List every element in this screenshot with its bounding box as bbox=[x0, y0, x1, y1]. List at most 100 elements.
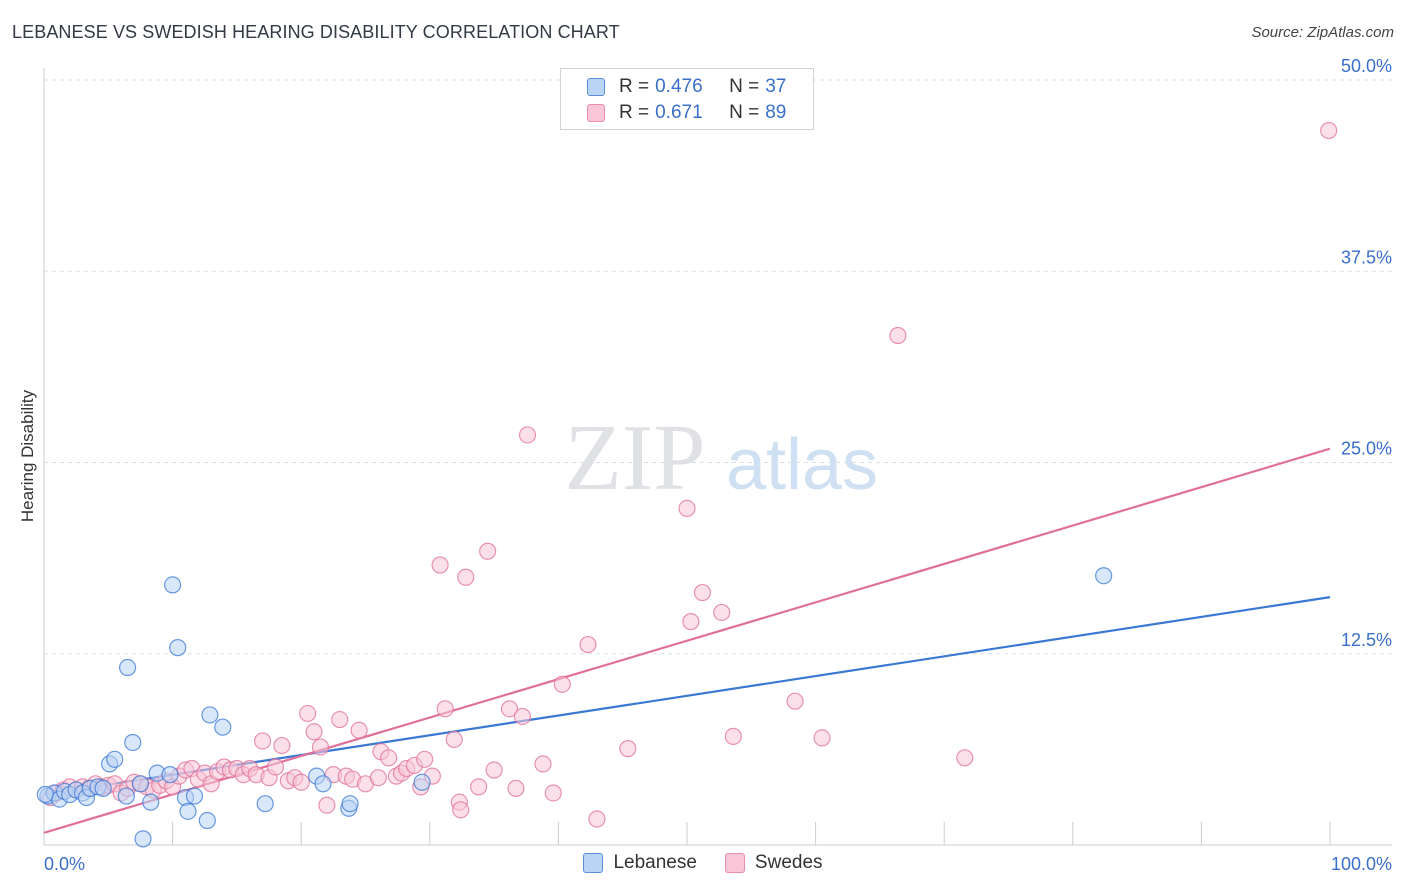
grid-lines bbox=[44, 79, 1392, 655]
data-point-swedes bbox=[682, 613, 700, 631]
data-point-swedes bbox=[305, 723, 323, 741]
data-point-lebanese bbox=[131, 775, 150, 793]
y-tick-label: 37.5% bbox=[1341, 247, 1392, 267]
data-point-swedes bbox=[266, 758, 285, 776]
data-point-swedes bbox=[273, 736, 291, 755]
data-point-swedes bbox=[311, 738, 330, 756]
data-point-swedes bbox=[553, 675, 571, 693]
data-point-swedes bbox=[786, 692, 804, 710]
data-point-swedes bbox=[452, 801, 470, 819]
data-point-swedes bbox=[470, 778, 488, 796]
data-point-swedes bbox=[369, 769, 387, 787]
data-point-swedes bbox=[254, 732, 272, 750]
n-value: 89 bbox=[765, 102, 787, 123]
data-point-swedes bbox=[457, 568, 475, 586]
r-label: R = bbox=[619, 76, 650, 97]
data-point-swedes bbox=[436, 700, 454, 718]
data-point-lebanese bbox=[36, 785, 54, 804]
data-point-swedes bbox=[299, 704, 317, 723]
data-point-lebanese bbox=[164, 576, 182, 594]
data-point-swedes bbox=[380, 749, 398, 767]
data-point-swedes bbox=[1320, 121, 1338, 140]
data-point-lebanese bbox=[413, 773, 431, 791]
legend-swatch-pink bbox=[587, 104, 605, 122]
y-axis-label: Hearing Disability bbox=[18, 389, 37, 522]
data-point-lebanese bbox=[341, 795, 359, 813]
stats-legend-row-swedes: R = 0.671 N = 89 bbox=[587, 101, 786, 125]
watermark: ZIP atlas bbox=[565, 406, 879, 510]
r-value: 0.671 bbox=[655, 102, 703, 123]
data-point-swedes bbox=[318, 796, 336, 814]
tick-labels: 12.5% 25.0% 37.5% 50.0% 0.0% 100.0% bbox=[44, 56, 1392, 874]
data-point-swedes bbox=[507, 779, 525, 797]
data-point-lebanese bbox=[214, 718, 232, 736]
series-legend: Lebanese Swedes bbox=[0, 852, 1406, 874]
data-point-swedes bbox=[431, 556, 449, 574]
legend-swatch-blue bbox=[583, 853, 604, 873]
r-value: 0.476 bbox=[655, 76, 703, 97]
data-point-lebanese bbox=[169, 639, 187, 657]
n-label: N = bbox=[729, 102, 760, 123]
r-label: R = bbox=[619, 102, 650, 123]
data-point-swedes bbox=[445, 730, 463, 749]
data-point-lebanese bbox=[117, 787, 135, 805]
data-point-lebanese bbox=[314, 775, 332, 793]
data-point-swedes bbox=[956, 749, 974, 767]
data-point-swedes bbox=[678, 499, 696, 517]
watermark-atlas: atlas bbox=[726, 425, 878, 505]
data-point-swedes bbox=[350, 721, 368, 739]
data-point-lebanese bbox=[118, 658, 137, 677]
data-point-swedes bbox=[485, 761, 503, 779]
data-point-swedes bbox=[713, 603, 731, 622]
data-point-lebanese bbox=[185, 787, 204, 805]
watermark-zip: ZIP bbox=[565, 406, 706, 510]
data-point-swedes bbox=[513, 707, 531, 726]
stats-legend: R = 0.476 N = 37 R = 0.671 N = 89 bbox=[560, 68, 814, 130]
legend-item-lebanese[interactable]: Lebanese bbox=[583, 852, 697, 874]
data-point-lebanese bbox=[94, 779, 112, 797]
y-tick-label: 12.5% bbox=[1341, 630, 1392, 650]
chart-title: LEBANESE VS SWEDISH HEARING DISABILITY C… bbox=[12, 22, 620, 42]
data-point-swedes bbox=[588, 810, 606, 828]
y-tick-label: 25.0% bbox=[1341, 439, 1392, 459]
y-tick-label: 50.0% bbox=[1341, 56, 1392, 76]
x-tick-label: 100.0% bbox=[1331, 854, 1392, 874]
data-point-lebanese bbox=[198, 811, 216, 830]
data-point-swedes bbox=[500, 700, 519, 718]
x-tick-label: 0.0% bbox=[44, 854, 85, 874]
data-point-swedes bbox=[416, 750, 434, 768]
legend-label-lebanese: Lebanese bbox=[613, 852, 697, 873]
legend-item-swedes[interactable]: Swedes bbox=[724, 852, 823, 874]
data-point-lebanese bbox=[134, 830, 152, 848]
data-point-lebanese bbox=[124, 733, 142, 752]
series-lebanese-points bbox=[36, 567, 1113, 848]
legend-swatch-pink bbox=[724, 853, 745, 873]
data-point-swedes bbox=[693, 583, 712, 602]
n-label: N = bbox=[729, 76, 760, 97]
data-point-lebanese bbox=[106, 750, 124, 768]
data-point-swedes bbox=[534, 755, 552, 773]
data-point-swedes bbox=[813, 729, 831, 747]
data-point-lebanese bbox=[142, 793, 160, 811]
source-credit: Source: ZipAtlas.com bbox=[1251, 24, 1394, 41]
stats-legend-row-lebanese: R = 0.476 N = 37 bbox=[587, 75, 786, 99]
data-point-swedes bbox=[331, 710, 349, 729]
data-point-lebanese bbox=[1095, 567, 1113, 585]
data-point-lebanese bbox=[201, 706, 219, 724]
trend-line-lebanese bbox=[43, 596, 1331, 796]
n-value: 37 bbox=[765, 76, 787, 97]
data-point-swedes bbox=[518, 426, 537, 444]
legend-label-swedes: Swedes bbox=[754, 852, 823, 873]
legend-swatch-blue bbox=[587, 78, 605, 96]
data-point-swedes bbox=[544, 784, 562, 802]
data-point-swedes bbox=[889, 326, 907, 345]
data-point-swedes bbox=[619, 740, 637, 758]
data-point-swedes bbox=[724, 727, 742, 745]
data-points bbox=[36, 121, 1338, 848]
data-point-swedes bbox=[579, 635, 597, 654]
data-point-lebanese bbox=[161, 766, 179, 784]
data-point-swedes bbox=[292, 773, 310, 791]
data-point-swedes bbox=[479, 542, 497, 560]
axes bbox=[43, 68, 1392, 846]
